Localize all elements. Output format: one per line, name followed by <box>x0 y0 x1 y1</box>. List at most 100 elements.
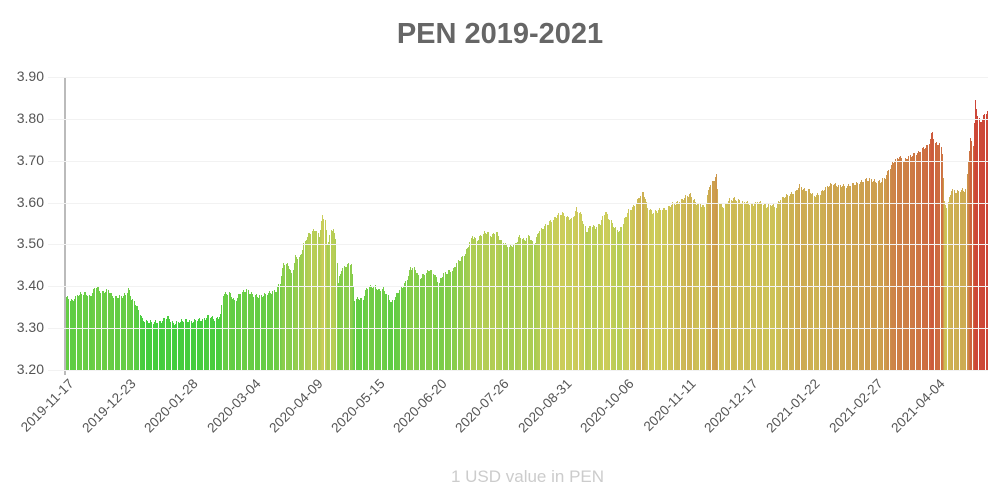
data-bar <box>920 151 922 370</box>
data-bar <box>862 181 864 370</box>
data-bar <box>942 178 944 370</box>
data-bar <box>878 180 880 370</box>
data-bar <box>556 217 558 370</box>
data-bar <box>70 299 72 370</box>
data-bar <box>197 319 199 370</box>
data-bar <box>229 292 231 370</box>
data-bar <box>335 239 337 370</box>
data-bar <box>273 289 275 370</box>
data-bar <box>711 181 713 370</box>
data-bar <box>241 291 243 370</box>
x-tick-label: 2020-04-09 <box>265 376 326 436</box>
data-bar <box>796 190 798 370</box>
data-bar <box>192 321 194 370</box>
data-bar <box>488 232 490 370</box>
data-bar <box>738 200 740 370</box>
data-bar <box>586 231 588 370</box>
data-bar <box>82 294 84 370</box>
data-bar <box>203 317 205 370</box>
data-bar <box>125 294 127 370</box>
data-bar <box>913 152 915 370</box>
data-bar <box>660 209 662 370</box>
data-bar <box>482 233 484 370</box>
data-bar <box>914 153 916 370</box>
data-bar <box>791 192 793 370</box>
data-bar <box>843 184 845 370</box>
data-bar <box>571 217 573 370</box>
data-bar <box>467 248 469 370</box>
data-bar <box>533 245 535 370</box>
data-bar <box>845 187 847 370</box>
data-bar <box>153 321 155 370</box>
data-bar <box>200 320 202 370</box>
data-bar <box>454 267 456 370</box>
data-bar <box>138 310 140 370</box>
data-bar <box>386 294 388 370</box>
data-bar <box>220 314 222 370</box>
data-bar <box>140 316 142 370</box>
data-bar <box>966 174 968 370</box>
data-bar <box>267 293 269 370</box>
data-bar <box>298 256 300 370</box>
data-bar <box>579 212 581 370</box>
data-bar <box>284 265 286 370</box>
data-bar <box>830 183 832 370</box>
data-bar <box>71 299 73 370</box>
data-bar <box>602 215 604 370</box>
data-bar <box>133 301 135 370</box>
data-bar <box>935 142 937 370</box>
data-bar <box>534 242 536 370</box>
data-bar <box>891 162 893 370</box>
data-bar <box>880 182 882 370</box>
data-bar <box>207 314 209 370</box>
data-bar <box>931 133 933 370</box>
x-tick-label: 2020-01-28 <box>141 376 202 436</box>
data-bar <box>601 220 603 370</box>
data-bar <box>149 322 151 370</box>
data-bar <box>729 198 731 370</box>
data-bar <box>901 158 903 370</box>
data-bar <box>437 281 439 370</box>
data-bar <box>669 207 671 370</box>
data-bar <box>258 298 260 370</box>
data-bar <box>614 227 616 370</box>
data-bar <box>747 201 749 370</box>
data-bar <box>895 158 897 370</box>
data-bar <box>824 190 826 370</box>
data-bar <box>583 223 585 370</box>
data-bar <box>520 238 522 370</box>
x-tick-label: 2020-07-26 <box>452 376 513 436</box>
data-bar <box>953 189 955 370</box>
data-bar <box>527 235 529 370</box>
data-bar <box>908 155 910 370</box>
data-bar <box>550 220 552 370</box>
data-bar <box>508 246 510 370</box>
data-bar <box>473 238 474 370</box>
data-bar <box>476 241 478 370</box>
data-bar <box>245 292 247 370</box>
data-bar <box>265 293 267 370</box>
data-bar <box>585 231 587 370</box>
data-bar <box>394 297 396 370</box>
data-bar <box>735 200 737 370</box>
data-bar <box>529 239 531 370</box>
data-bar <box>350 263 352 370</box>
data-bar <box>389 302 391 370</box>
data-bar <box>964 191 966 370</box>
data-bar <box>321 220 323 370</box>
data-bar <box>393 300 395 370</box>
data-bar <box>292 269 294 370</box>
data-bar <box>462 255 464 370</box>
data-bar <box>322 214 324 370</box>
data-bar <box>219 317 221 370</box>
data-bar <box>132 299 134 370</box>
x-tick-label: 2020-08-31 <box>514 376 575 436</box>
data-bar <box>93 288 95 370</box>
x-tick-label: 2020-06-20 <box>390 376 450 436</box>
data-bar <box>641 192 643 370</box>
data-bar <box>439 278 441 370</box>
data-bar <box>240 294 242 370</box>
data-bar <box>146 320 148 370</box>
data-bar <box>844 185 846 370</box>
data-bar <box>658 210 660 370</box>
